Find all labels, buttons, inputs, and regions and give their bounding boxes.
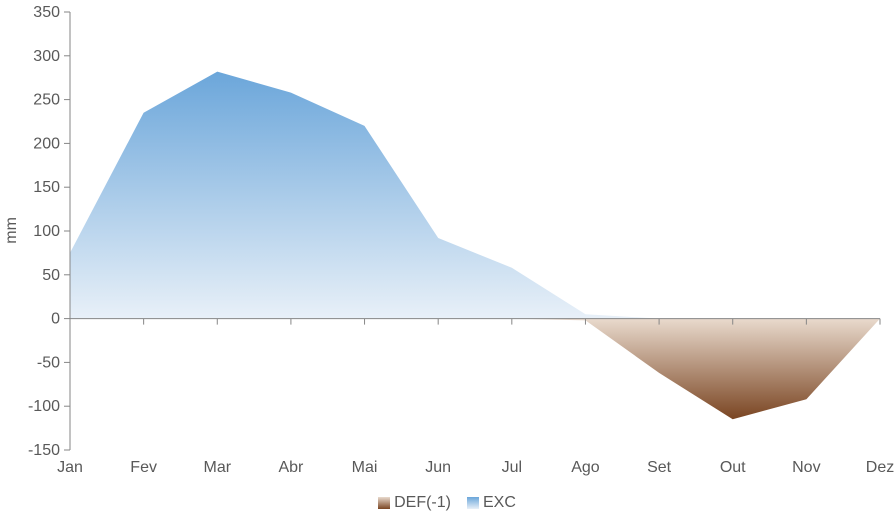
y-tick-label: 150 xyxy=(33,179,60,196)
x-tick-label: Ago xyxy=(571,459,600,476)
y-tick-label: 350 xyxy=(33,4,60,21)
x-tick-label: Set xyxy=(647,459,672,476)
x-tick-label: Abr xyxy=(278,459,304,476)
legend-swatch-icon xyxy=(378,497,390,509)
y-tick-label: 200 xyxy=(33,135,60,152)
x-tick-label: Jul xyxy=(502,459,522,476)
x-tick-label: Dez xyxy=(866,459,894,476)
legend-label: DEF(-1) xyxy=(394,494,451,512)
legend-item: DEF(-1) xyxy=(378,494,451,512)
legend-swatch-icon xyxy=(467,497,479,509)
area-chart: -150 -100 -50 0 50 100 150 200 250 300 350 Jan Fev Ma… xyxy=(0,0,894,521)
series-def--1- xyxy=(70,319,880,420)
y-tick-label: -50 xyxy=(37,354,60,371)
y-tick-label: -100 xyxy=(28,398,60,415)
x-tick-label: Nov xyxy=(792,459,820,476)
y-tick-label: 50 xyxy=(42,267,60,284)
legend: DEF(-1) EXC xyxy=(0,494,894,514)
y-axis-label: mm xyxy=(3,217,21,244)
legend-item: EXC xyxy=(467,494,516,512)
chart-container: -150 -100 -50 0 50 100 150 200 250 300 350 Jan Fev Ma… xyxy=(0,0,894,521)
series-exc xyxy=(70,72,880,319)
y-tick-label: 100 xyxy=(33,223,60,240)
y-tick-label: 0 xyxy=(51,311,60,328)
x-tick-label: Out xyxy=(720,459,746,476)
legend-label: EXC xyxy=(483,494,516,512)
x-tick-label: Mar xyxy=(203,459,231,476)
y-tick-label: 300 xyxy=(33,48,60,65)
x-tick-label: Jan xyxy=(57,459,83,476)
x-tick-label: Jun xyxy=(425,459,451,476)
x-tick-label: Fev xyxy=(130,459,157,476)
y-tick-label: 250 xyxy=(33,92,60,109)
y-tick-label: -150 xyxy=(28,442,60,459)
x-tick-label: Mai xyxy=(352,459,378,476)
